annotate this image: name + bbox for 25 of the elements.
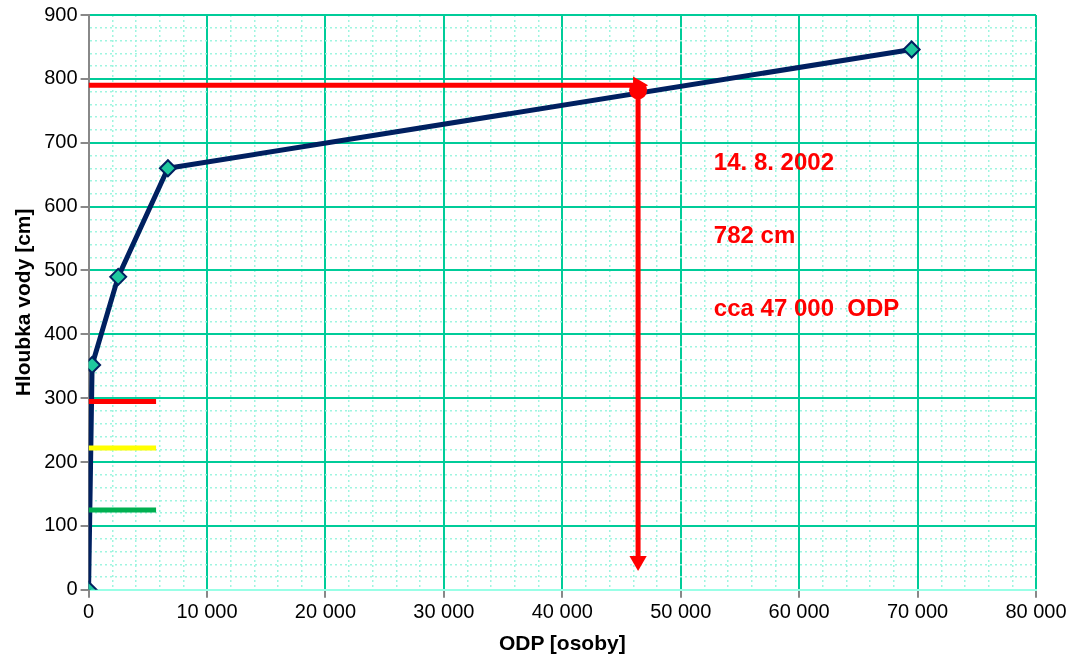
y-tick-label: 900 <box>44 2 78 25</box>
point <box>902 40 921 59</box>
x-tick-label: 30 000 <box>413 600 475 623</box>
y-tick-label: 500 <box>44 257 78 280</box>
y-tick-label: 700 <box>44 130 78 153</box>
y-tick-label: 400 <box>44 321 78 344</box>
annotation: 782 cm <box>713 220 796 248</box>
y-tick-label: 0 <box>66 577 78 600</box>
x-tick-label: 70 000 <box>886 600 949 623</box>
x-tick-label: 80 000 <box>1005 600 1067 623</box>
x-tick-label: 20 000 <box>294 600 357 623</box>
y-tick-label: 300 <box>44 385 78 408</box>
y-tick-label: 800 <box>44 66 78 89</box>
y-tick-label: 600 <box>44 194 78 217</box>
x-tick-label: 60 000 <box>768 600 830 623</box>
point <box>158 159 177 178</box>
x-tick-label: 10 000 <box>176 600 238 623</box>
y-axis-title: Hloubka vody [cm] <box>11 208 35 397</box>
x-tick-label: 40 000 <box>531 600 593 623</box>
y-tick-label: 100 <box>44 513 78 536</box>
x-tick-label: 0 <box>83 600 95 623</box>
y-tick-label: 200 <box>44 449 78 472</box>
x-tick-label: 50 000 <box>650 600 712 623</box>
point <box>109 267 128 286</box>
x-axis-title: ODP [osoby] <box>498 631 626 655</box>
